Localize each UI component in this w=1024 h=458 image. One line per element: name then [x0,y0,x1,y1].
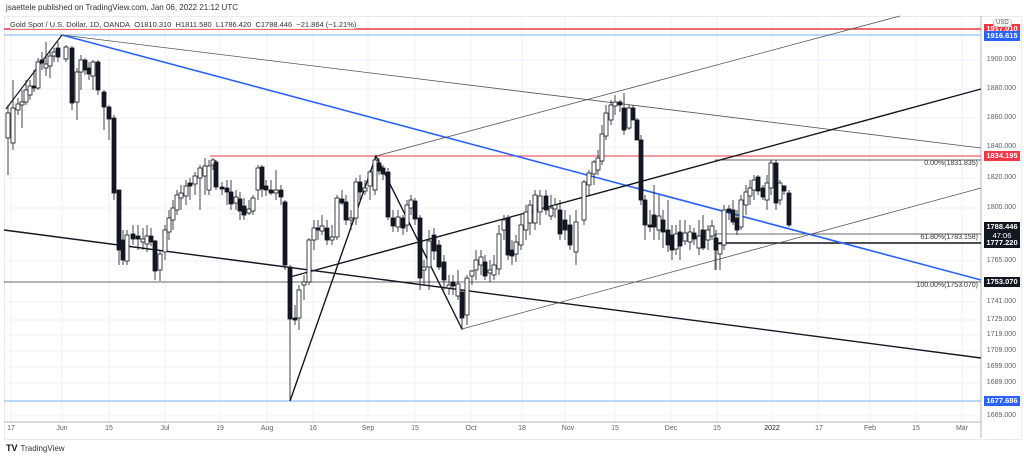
x-tick: 15 [105,425,113,432]
fib-100-label: 100.00%(1753.070) [916,282,979,289]
publisher-line: jsaettele published on TradingView.com, … [6,3,238,12]
ohlc-open: O1810.310 [134,20,172,29]
price-tag-blue-bottom: 1677.686 [984,396,1020,406]
tradingview-brand[interactable]: TV TradingView [6,443,65,453]
y-tick: 1800.000 [986,204,1016,211]
chart-frame [4,16,1022,440]
x-tick: Jul [160,425,170,432]
y-tick: 1689.000 [986,379,1016,386]
x-tick: Jun [56,425,68,432]
price-tag-last: 1788.446 47:06 [984,222,1020,242]
y-tick: 1860.000 [986,114,1016,121]
y-tick: 1900.000 [986,56,1016,63]
y-tick: 1765.000 [986,257,1016,264]
ohlc-close: C1788.446 [255,20,293,29]
price-tag-red-top: 1917.010 [984,24,1020,34]
x-tick: 15 [713,425,721,432]
currency-label: USD [993,19,1012,27]
y-tick: 1880.000 [986,85,1016,92]
x-tick: 19 [216,425,224,432]
x-tick: Nov [561,425,575,432]
x-tick: 17 [815,425,823,432]
x-tick: Dec [664,425,678,432]
y-tick: 1709.000 [986,347,1016,354]
fib-618-label: 61.80%(1783.158) [920,234,978,241]
brand-name: TradingView [20,443,65,453]
candlesticks [5,42,792,401]
y-tick: 1840.000 [986,143,1016,150]
x-tick: Sep [361,425,375,432]
x-tick: Feb [863,425,877,432]
x-tick: 15 [611,425,619,432]
price-tag-resistance: 1834.195 [984,151,1020,161]
symbol-info-line: Gold Spot / U.S. Dollar, 1D, OANDA O1810… [10,20,357,29]
price-tag-1753: 1753.070 [984,277,1020,287]
channel-lower-line[interactable] [461,187,982,330]
price-tag-blue-top: 1916.615 [984,31,1020,41]
y-tick: 1729.000 [986,316,1016,323]
price-tag-1777: 1777.220 [984,238,1020,248]
y-tick: 1699.000 [986,363,1016,370]
x-tick: 2022 [764,425,780,432]
bar-countdown: 47:06 [992,231,1012,240]
tradingview-logo-icon: TV [6,443,18,453]
x-tick: 15 [912,425,920,432]
x-tick: 15 [411,425,419,432]
grid [4,18,980,422]
blue-downtrend-line[interactable] [61,34,982,281]
y-tick: 1719.000 [986,331,1016,338]
x-tick: 16 [309,425,317,432]
y-tick: 1669.000 [986,412,1016,419]
x-tick: Aug [260,425,274,432]
x-tick: Mar [955,425,969,432]
last-price: 1788.446 [986,222,1018,231]
ohlc-change: −21.864 (−1.21%) [296,20,357,29]
fib-0-label: 0.00%(1831.835) [924,160,978,167]
x-tick: Oct [465,425,477,432]
x-tick: 17 [7,425,15,432]
x-tick: 18 [518,425,526,432]
symbol-name: Gold Spot / U.S. Dollar, 1D, OANDA [10,20,131,29]
ohlc-high: H1811.580 [175,20,212,29]
black-rising-trend-line[interactable] [289,88,982,278]
abc-pattern-line[interactable] [289,154,463,402]
gray-upper-trend-line[interactable] [61,34,982,149]
black-lower-trend-line[interactable] [3,229,982,359]
y-tick: 1741.000 [986,298,1016,305]
y-tick: 1820.000 [986,174,1016,181]
ohlc-low: L1786.420 [215,20,252,29]
channel-upper-line[interactable] [375,15,901,157]
